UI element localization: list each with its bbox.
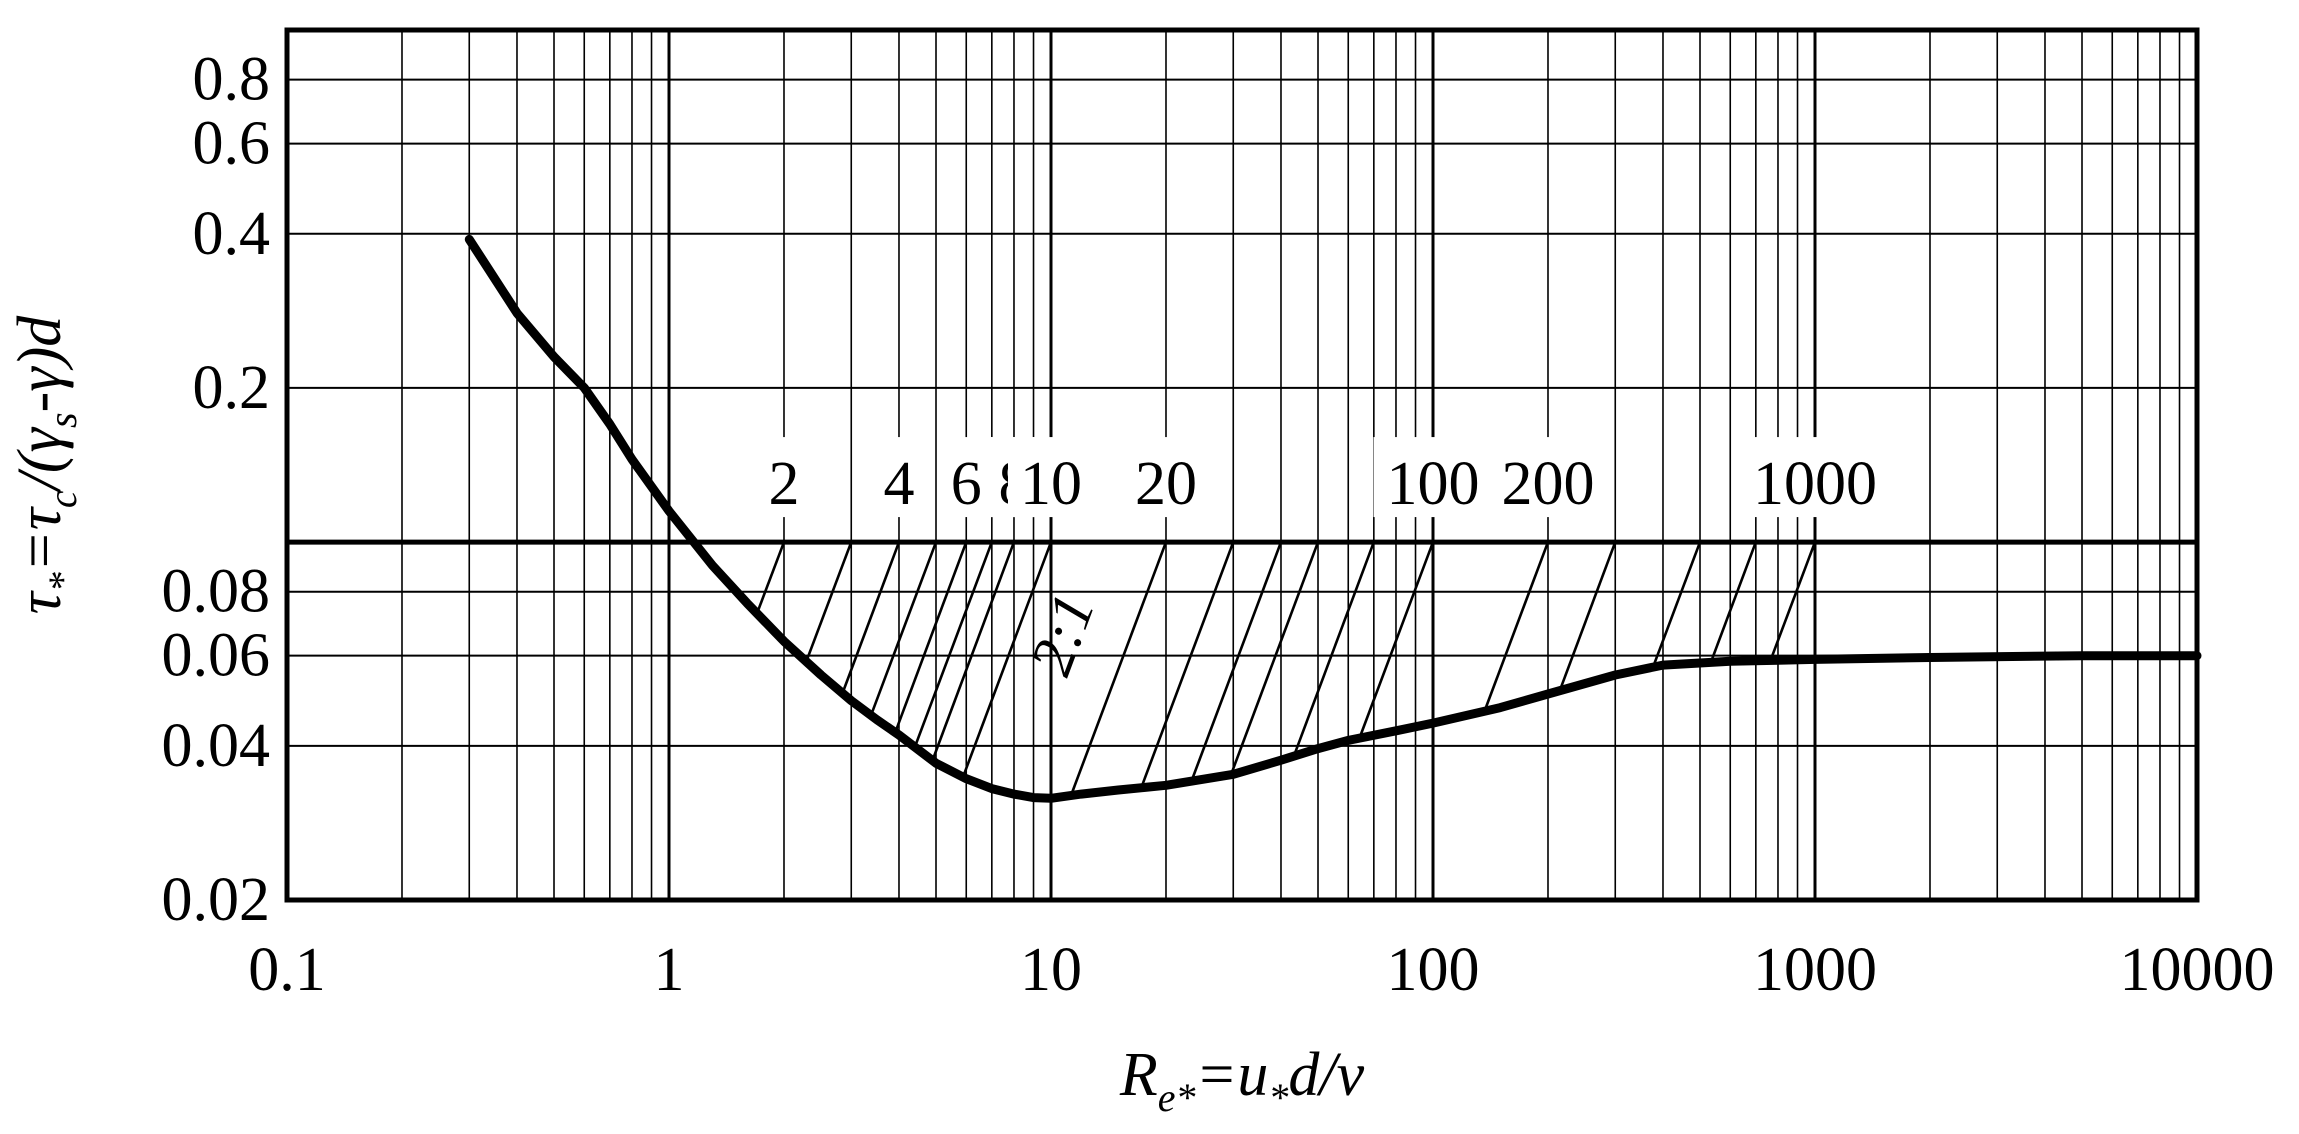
hatch-line (894, 541, 968, 733)
hatch-line (1651, 541, 1702, 668)
hatch-parameter-label: 2 (768, 450, 799, 518)
hatch-line (805, 541, 853, 663)
x-tick-label: 1000 (1753, 936, 1877, 1004)
hatch-line (1140, 541, 1235, 789)
hatch-line (1709, 541, 1758, 663)
hatch-line (1190, 541, 1283, 782)
hatch-line (1229, 541, 1320, 776)
y-tick-label: 0.4 (193, 200, 271, 268)
y-tick-label: 0.6 (193, 110, 271, 178)
label-background (1739, 437, 1891, 518)
x-tick-label: 100 (1387, 936, 1480, 1004)
parameter-labels: 246810201002001000 (757, 437, 1891, 518)
x-tick-label: 10 (1020, 936, 1082, 1004)
hatch-line (913, 541, 994, 748)
x-tick-label: 1 (654, 936, 685, 1004)
x-tick-labels: 0.1 1 10 100 1000 10000 (248, 936, 2274, 1004)
hatch-line (869, 541, 938, 716)
hatch-parameter-label: 20 (1135, 450, 1197, 518)
hatch-parameter-label: 200 (1501, 450, 1594, 518)
x-tick-label: 10000 (2120, 936, 2275, 1004)
label-background (872, 437, 926, 518)
hatch-line (931, 541, 1016, 761)
label-background (1488, 437, 1608, 518)
y-tick-label: 0.2 (193, 354, 271, 422)
hatch-line (1358, 541, 1435, 739)
y-tick-label: 0.06 (162, 622, 271, 690)
slope-ratio-label: 2:1 (1017, 585, 1107, 683)
x-axis-label: Re*=u*d/ν (1119, 1041, 1365, 1120)
y-tick-label: 0.8 (193, 46, 271, 114)
hatch-line (1769, 541, 1817, 661)
label-background (1373, 437, 1493, 518)
y-tick-labels: 0.02 0.04 0.060.08 0.2 0.4 0.60.8 (162, 46, 271, 934)
hatch-line (1069, 541, 1168, 796)
label-background (939, 437, 993, 518)
y-tick-label: 0.04 (162, 712, 271, 780)
y-axis-label: τ*=τc/(γs-γ)d (6, 315, 85, 615)
x-tick-label: 0.1 (248, 936, 326, 1004)
y-tick-label: 0.08 (162, 558, 271, 626)
hatch-line (1292, 541, 1376, 757)
hatch-parameter-label: 10 (1020, 450, 1082, 518)
hatch-line (1558, 541, 1617, 692)
hatching-lines (755, 541, 1817, 796)
label-background (1008, 437, 1094, 518)
series-curve (464, 234, 2202, 803)
hatch-parameter-label: 1000 (1753, 450, 1877, 518)
label-background (1122, 437, 1209, 518)
y-tick-label: 0.02 (162, 866, 271, 934)
hatch-parameter-label: 4 (883, 450, 914, 518)
hatch-line (961, 541, 1053, 778)
label-background (757, 437, 811, 518)
hatch-line (1483, 541, 1550, 712)
hatch-line (841, 541, 901, 694)
plot-frame (284, 27, 2200, 903)
hatch-line (755, 541, 786, 614)
hatch-parameter-label: 6 (951, 450, 982, 518)
hatch-parameter-label: 100 (1387, 450, 1480, 518)
